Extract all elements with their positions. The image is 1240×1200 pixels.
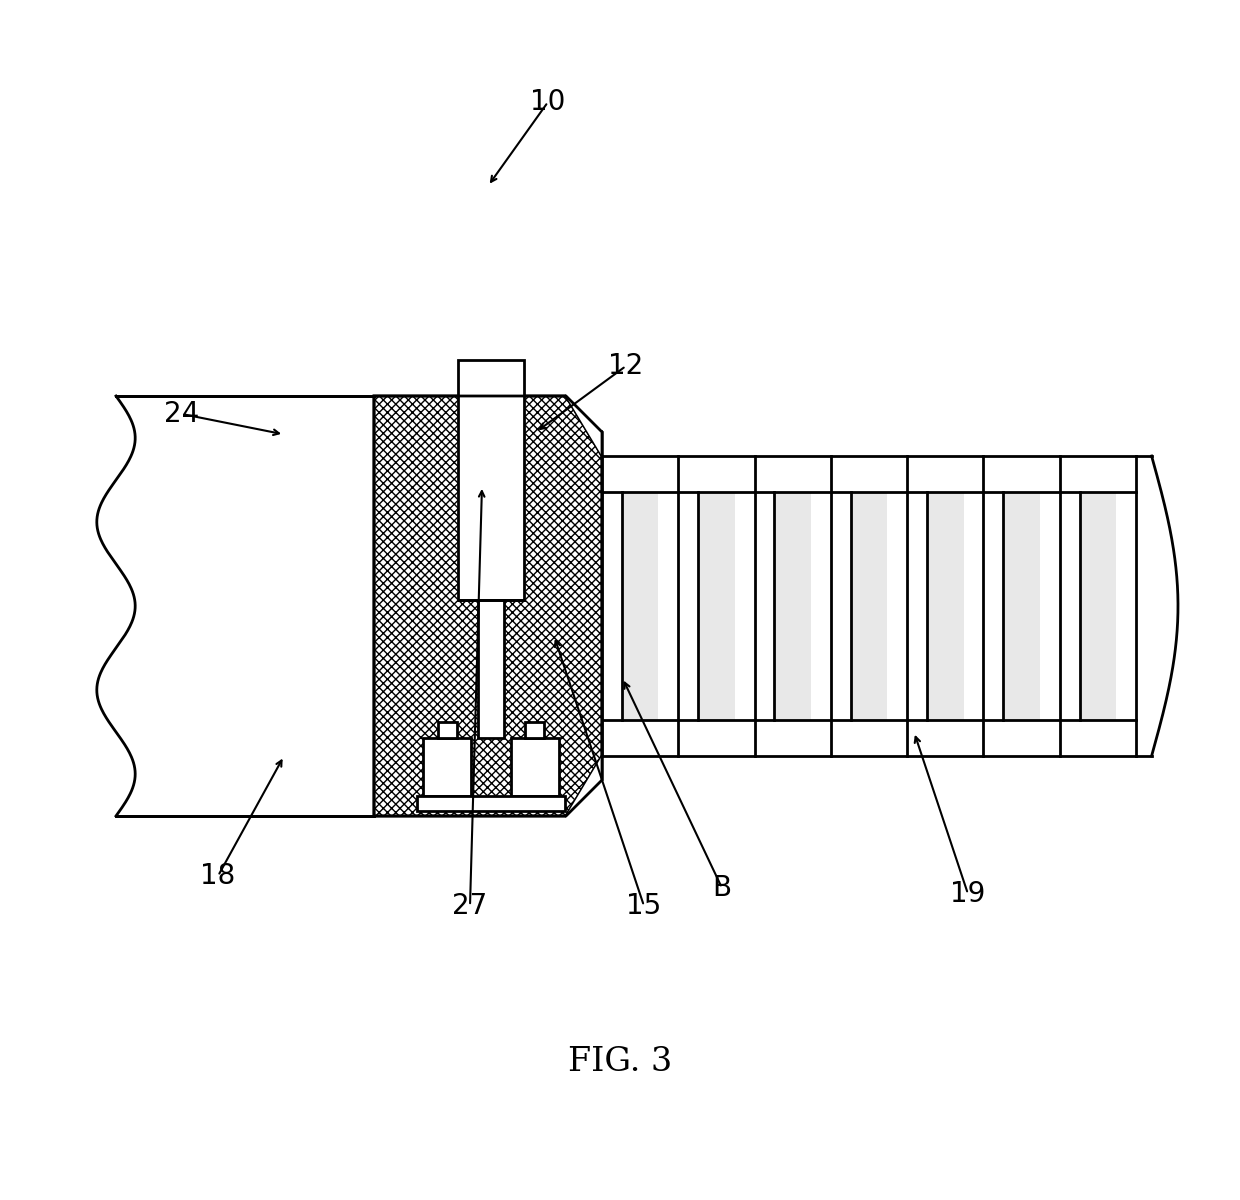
Bar — [438, 722, 456, 738]
Text: 27: 27 — [453, 892, 487, 920]
Bar — [851, 492, 888, 720]
Bar — [1080, 492, 1116, 720]
Bar — [479, 600, 503, 738]
Bar — [458, 360, 525, 600]
Text: 15: 15 — [626, 892, 662, 920]
Text: 10: 10 — [531, 88, 565, 116]
Polygon shape — [110, 396, 374, 816]
Polygon shape — [374, 396, 601, 816]
Polygon shape — [565, 756, 601, 816]
Polygon shape — [565, 336, 601, 456]
Bar — [928, 492, 963, 720]
Text: 24: 24 — [165, 400, 200, 428]
Text: 12: 12 — [609, 352, 644, 380]
Polygon shape — [565, 396, 601, 456]
Text: B: B — [713, 874, 732, 902]
Bar — [775, 492, 811, 720]
Text: 18: 18 — [201, 862, 236, 890]
Bar — [698, 492, 735, 720]
Bar — [417, 796, 564, 811]
Bar — [1003, 492, 1040, 720]
Bar — [511, 738, 559, 796]
Bar — [601, 456, 1166, 756]
Text: FIG. 3: FIG. 3 — [568, 1046, 672, 1078]
Bar — [423, 738, 471, 796]
Polygon shape — [565, 756, 601, 876]
Text: 19: 19 — [950, 880, 986, 908]
Bar — [526, 722, 544, 738]
Bar — [621, 492, 658, 720]
